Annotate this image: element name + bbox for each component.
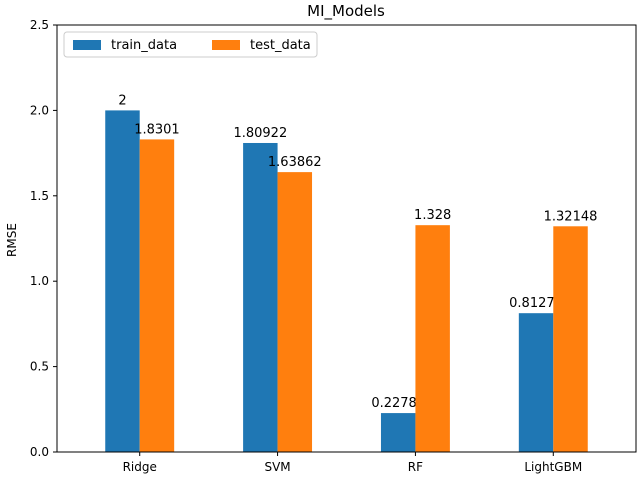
x-axis: Ridge SVM RF LightGBM xyxy=(123,452,582,474)
legend-swatch-test_data xyxy=(212,40,240,50)
legend-label-train_data: train_data xyxy=(111,38,177,53)
bar-test_data xyxy=(415,225,450,452)
y-axis-label: RMSE xyxy=(5,223,19,257)
y-axis: 0.0 0.5 1.0 1.5 2.0 2.5 xyxy=(30,18,57,459)
y-tick-label: 1.0 xyxy=(30,274,49,288)
bar-train_data xyxy=(380,413,416,452)
data-label: 2 xyxy=(118,93,126,108)
bar-train_data xyxy=(105,110,140,453)
plot-area: 2 1.80922 0.22784 0.81275 1.8301 1.63862 1.328… xyxy=(56,24,637,453)
x-tick-label: Ridge xyxy=(123,460,157,474)
y-tick-label: 0.5 xyxy=(30,360,49,374)
bar-test_data xyxy=(553,226,588,452)
data-label: 1.63862 xyxy=(268,155,322,170)
legend-box xyxy=(63,31,318,58)
data-label: 1.8301 xyxy=(134,122,180,137)
data-label: 1.32148 xyxy=(544,209,598,224)
y-tick-label: 2.0 xyxy=(30,103,49,117)
data-label: 1.80922 xyxy=(233,126,287,141)
bar-test_data xyxy=(277,172,313,452)
x-tick-label: SVM xyxy=(264,460,290,474)
data-label: 0.81275 xyxy=(509,296,563,311)
bar-train_data xyxy=(243,142,278,452)
bar-train_data xyxy=(518,313,554,452)
data-label: 0.22784 xyxy=(371,396,425,411)
data-label: 1.328 xyxy=(414,208,451,223)
y-tick-label: 0.0 xyxy=(30,445,49,459)
y-tick-label: 1.5 xyxy=(30,189,49,203)
x-tick-label: RF xyxy=(408,460,423,474)
y-tick-label: 2.5 xyxy=(30,18,49,32)
legend-label-test_data: test_data xyxy=(250,38,311,53)
plot-frame xyxy=(56,24,637,453)
legend-swatch-train_data xyxy=(73,40,101,50)
chart-title: MI_Models xyxy=(307,2,385,21)
bar-test_data xyxy=(139,139,175,452)
legend: train_data test_data xyxy=(63,31,318,58)
x-tick-label: LightGBM xyxy=(524,460,582,474)
